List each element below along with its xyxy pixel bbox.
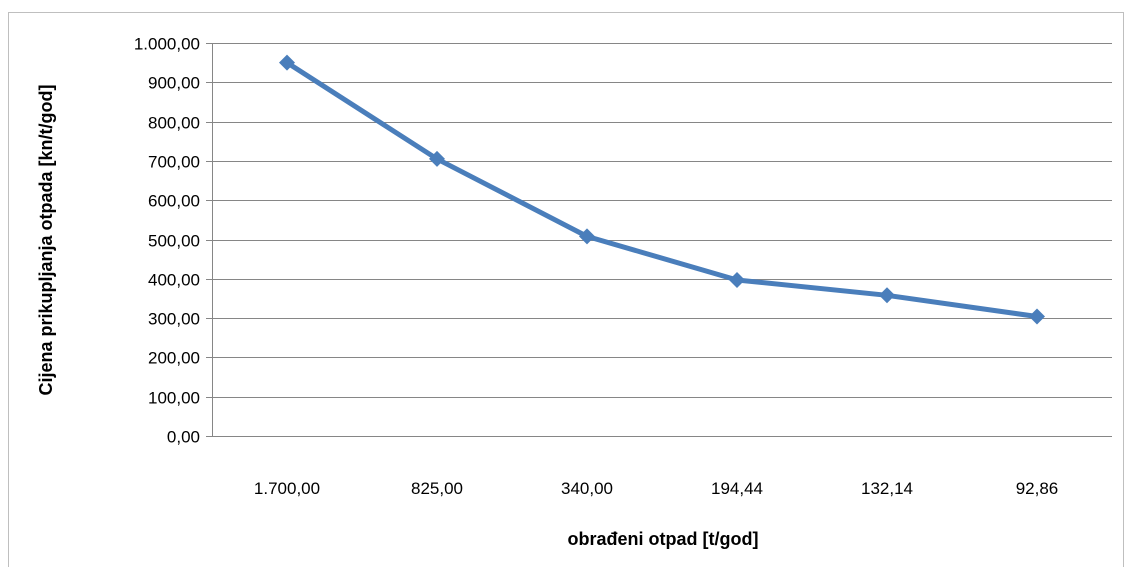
y-tick-label: 900,00 [148, 74, 200, 93]
x-tick-label: 194,44 [711, 479, 763, 498]
gridlines [206, 43, 1112, 437]
y-tick-label: 200,00 [148, 349, 200, 368]
x-tick-label: 1.700,00 [254, 479, 320, 498]
x-tick-label: 92,86 [1016, 479, 1059, 498]
data-point-marker [579, 228, 595, 245]
data-markers [279, 54, 1045, 325]
y-axis-title: Cijena prikupljanja otpada [kn/t/god] [36, 84, 56, 395]
x-tick-label: 340,00 [561, 479, 613, 498]
chart-frame [8, 12, 1124, 567]
x-tick-labels: 1.700,00 825,00 340,00 194,44 132,14 92,86 [254, 479, 1058, 498]
y-tick-label: 0,00 [167, 428, 200, 447]
data-point-marker [729, 271, 745, 288]
y-tick-label: 400,00 [148, 271, 200, 290]
y-tick-label: 800,00 [148, 114, 200, 133]
y-tick-label: 1.000,00 [134, 35, 200, 54]
data-point-marker [879, 287, 895, 304]
data-point-marker [1029, 308, 1045, 325]
x-tick-label: 825,00 [411, 479, 463, 498]
y-tick-labels: 0,00 100,00 200,00 300,00 400,00 500,00 600,00… [134, 35, 200, 447]
y-tick-label: 600,00 [148, 192, 200, 211]
x-tick-label: 132,14 [861, 479, 913, 498]
y-tick-label: 100,00 [148, 389, 200, 408]
x-axis-title: obrađeni otpad [t/god] [568, 529, 759, 549]
data-point-marker [279, 54, 295, 71]
y-tick-label: 500,00 [148, 232, 200, 251]
series-line [285, 60, 1038, 320]
y-tick-label: 300,00 [148, 310, 200, 329]
data-point-marker [429, 150, 445, 167]
y-tick-label: 700,00 [148, 153, 200, 172]
